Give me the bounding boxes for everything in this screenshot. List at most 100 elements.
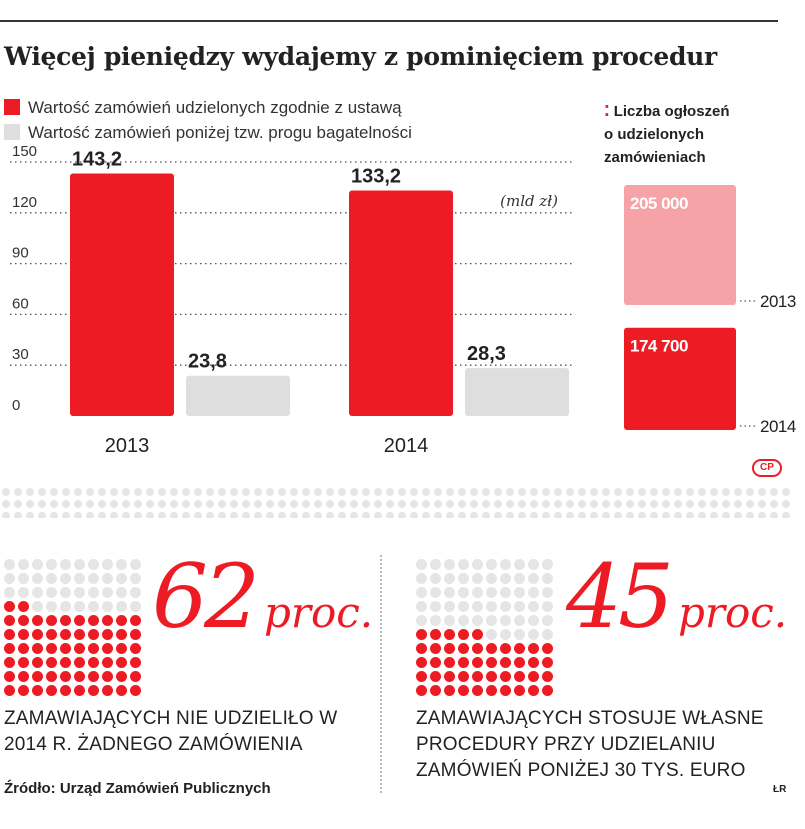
dot-matrix-left <box>4 559 141 696</box>
dot-empty <box>102 601 113 612</box>
dot-empty <box>130 587 141 598</box>
dot-filled <box>472 671 483 682</box>
legend-swatch-grey <box>4 124 20 140</box>
dot-empty <box>18 587 29 598</box>
stat-left-percent: 62 proc. <box>152 545 373 648</box>
dot-empty <box>116 587 127 598</box>
dot-filled <box>116 685 127 696</box>
dot-filled <box>500 643 511 654</box>
dot-empty <box>88 587 99 598</box>
dotted-separator <box>0 486 790 518</box>
dot-empty <box>486 601 497 612</box>
dot-filled <box>60 685 71 696</box>
dots-marker-icon: ⁚ <box>604 103 610 120</box>
dot-filled <box>88 671 99 682</box>
dot-filled <box>486 643 497 654</box>
y-tick-label: 60 <box>12 295 29 312</box>
dot-empty <box>444 615 455 626</box>
dot-filled <box>32 657 43 668</box>
main-bar-chart: 0 30 60 90 120 150 143,2 23,8 2013 133,2 28,3 2014 (… <box>10 143 572 457</box>
dot-filled <box>458 657 469 668</box>
dot-empty <box>102 573 113 584</box>
dot-empty <box>514 587 525 598</box>
dot-empty <box>472 587 483 598</box>
legend-label: Wartość zamówień udzielonych zgodnie z u… <box>28 98 402 117</box>
dot-empty <box>60 587 71 598</box>
dot-matrix-right <box>416 559 553 696</box>
dot-filled <box>74 629 85 640</box>
dot-empty <box>444 573 455 584</box>
dot-empty <box>472 615 483 626</box>
dot-filled <box>430 685 441 696</box>
dot-filled <box>542 657 553 668</box>
dot-empty <box>486 573 497 584</box>
dot-filled <box>444 657 455 668</box>
dot-filled <box>500 657 511 668</box>
dot-filled <box>472 629 483 640</box>
dot-empty <box>60 573 71 584</box>
dot-empty <box>32 573 43 584</box>
dot-filled <box>102 643 113 654</box>
dot-filled <box>46 685 57 696</box>
dot-empty <box>486 629 497 640</box>
stat-left-unit: proc. <box>263 588 374 637</box>
dot-empty <box>430 601 441 612</box>
dot-filled <box>430 657 441 668</box>
dot-empty <box>88 559 99 570</box>
dot-filled <box>4 629 15 640</box>
dot-empty <box>500 587 511 598</box>
dot-empty <box>430 587 441 598</box>
dot-empty <box>416 587 427 598</box>
dot-empty <box>102 587 113 598</box>
dot-filled <box>18 643 29 654</box>
dot-filled <box>528 671 539 682</box>
dot-filled <box>4 685 15 696</box>
dot-empty <box>416 601 427 612</box>
dot-filled <box>60 671 71 682</box>
top-rule <box>0 20 778 22</box>
dot-filled <box>458 685 469 696</box>
dot-filled <box>130 671 141 682</box>
dot-filled <box>416 643 427 654</box>
dot-empty <box>514 615 525 626</box>
dot-empty <box>46 573 57 584</box>
dot-filled <box>88 629 99 640</box>
dot-filled <box>18 601 29 612</box>
dot-empty <box>458 587 469 598</box>
dot-empty <box>46 601 57 612</box>
dot-filled <box>130 685 141 696</box>
dot-filled <box>74 643 85 654</box>
side-bar-chart: 205 000 2013 174 700 2014 <box>624 185 796 436</box>
source-note: Źródło: Urząd Zamówień Publicznych <box>4 780 271 797</box>
dot-filled <box>542 643 553 654</box>
dot-empty <box>116 601 127 612</box>
dot-filled <box>130 643 141 654</box>
dot-filled <box>444 643 455 654</box>
dot-empty <box>486 587 497 598</box>
dot-empty <box>74 587 85 598</box>
x-tick-label: 2013 <box>105 435 150 457</box>
stat-right-caption: ZAMAWIAJĄCYCH STOSUJE WŁASNE PROCEDURY P… <box>416 708 764 781</box>
dot-empty <box>472 573 483 584</box>
dot-empty <box>416 559 427 570</box>
dot-filled <box>130 629 141 640</box>
dot-empty <box>514 573 525 584</box>
side-bar-2014 <box>624 327 736 430</box>
dot-empty <box>528 629 539 640</box>
dot-filled <box>60 657 71 668</box>
legend-item-statutory: Wartość zamówień udzielonych zgodnie z u… <box>4 98 402 118</box>
dot-filled <box>46 629 57 640</box>
dot-filled <box>472 685 483 696</box>
dot-filled <box>102 685 113 696</box>
dot-empty <box>486 559 497 570</box>
dot-empty <box>60 601 71 612</box>
dot-filled <box>74 615 85 626</box>
dot-filled <box>102 657 113 668</box>
legend-label: Wartość zamówień poniżej tzw. progu baga… <box>28 123 412 142</box>
dot-filled <box>458 671 469 682</box>
dot-filled <box>102 671 113 682</box>
dot-filled <box>32 671 43 682</box>
dot-filled <box>542 671 553 682</box>
bar-statutory <box>70 173 174 416</box>
vertical-divider <box>380 555 382 793</box>
